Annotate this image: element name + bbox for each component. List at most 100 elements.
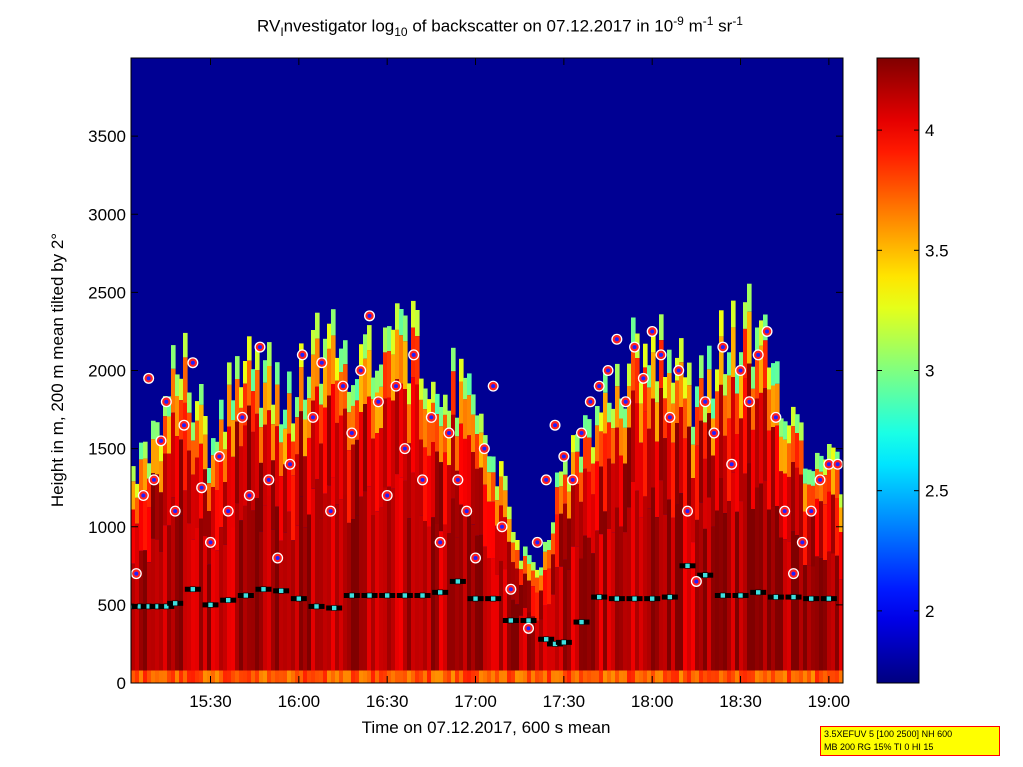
backscatter-cell bbox=[147, 478, 152, 508]
square-marker bbox=[190, 586, 196, 593]
backscatter-cell bbox=[447, 429, 452, 466]
backscatter-cell bbox=[459, 670, 464, 683]
y-tick-label: 2000 bbox=[88, 362, 126, 381]
square-marker bbox=[402, 592, 408, 599]
backscatter-cell bbox=[383, 487, 388, 671]
backscatter-cell bbox=[751, 429, 756, 509]
backscatter-cell bbox=[367, 670, 372, 683]
backscatter-cell bbox=[311, 354, 316, 401]
backscatter-cell bbox=[195, 457, 200, 528]
backscatter-cell bbox=[835, 670, 840, 683]
backscatter-cell bbox=[463, 399, 468, 439]
y-tick-label: 3500 bbox=[88, 127, 126, 146]
backscatter-cell bbox=[587, 419, 592, 438]
circle-marker-center bbox=[570, 477, 575, 482]
backscatter-cell bbox=[263, 424, 268, 506]
backscatter-cell bbox=[679, 493, 684, 671]
backscatter-cell bbox=[375, 392, 380, 434]
backscatter-cell bbox=[255, 370, 260, 414]
x-tick-label: 18:00 bbox=[631, 692, 674, 711]
backscatter-cell bbox=[591, 494, 596, 554]
backscatter-cell bbox=[775, 425, 780, 507]
backscatter-cell bbox=[671, 670, 676, 683]
colorbar-tick-label: 3.5 bbox=[925, 241, 949, 260]
backscatter-cell bbox=[507, 670, 512, 683]
square-marker bbox=[490, 595, 496, 602]
backscatter-cell bbox=[727, 352, 732, 376]
backscatter-cell bbox=[703, 458, 708, 529]
backscatter-cell bbox=[239, 407, 244, 447]
backscatter-cell bbox=[279, 670, 284, 683]
backscatter-cell bbox=[319, 443, 324, 519]
backscatter-cell bbox=[459, 504, 464, 671]
backscatter-cell bbox=[211, 670, 216, 683]
backscatter-cell bbox=[559, 486, 564, 514]
square-marker bbox=[737, 592, 744, 599]
backscatter-cell bbox=[431, 381, 436, 403]
backscatter-cell bbox=[355, 379, 360, 401]
backscatter-cell bbox=[571, 546, 576, 671]
backscatter-cell bbox=[799, 539, 804, 671]
backscatter-cell bbox=[803, 670, 808, 683]
backscatter-cell bbox=[707, 413, 712, 498]
backscatter-cell bbox=[451, 670, 456, 683]
backscatter-cell bbox=[267, 366, 272, 411]
backscatter-cell bbox=[827, 551, 832, 671]
backscatter-cell bbox=[739, 418, 744, 502]
square-marker bbox=[702, 572, 708, 578]
circle-marker-center bbox=[134, 571, 139, 576]
backscatter-cell bbox=[191, 670, 196, 683]
circle-marker-center bbox=[482, 446, 487, 451]
circle-marker-center bbox=[650, 329, 655, 334]
backscatter-cell bbox=[679, 338, 684, 363]
y-tick-label: 3000 bbox=[88, 205, 126, 224]
backscatter-cell bbox=[571, 452, 576, 485]
backscatter-cell bbox=[331, 335, 336, 384]
circle-marker-center bbox=[818, 477, 823, 482]
backscatter-cell bbox=[479, 413, 484, 433]
circle-marker-center bbox=[247, 493, 252, 498]
backscatter-cell bbox=[367, 325, 372, 351]
square-marker bbox=[260, 586, 267, 593]
backscatter-cell bbox=[715, 369, 720, 392]
backscatter-cell bbox=[799, 440, 804, 475]
backscatter-cell bbox=[219, 670, 224, 683]
backscatter-cell bbox=[759, 392, 764, 484]
circle-marker-center bbox=[349, 431, 354, 435]
backscatter-cell bbox=[439, 407, 444, 427]
backscatter-cell bbox=[219, 456, 224, 528]
backscatter-cell bbox=[627, 507, 632, 671]
backscatter-cell bbox=[279, 476, 284, 541]
backscatter-cell bbox=[839, 507, 843, 532]
backscatter-cell bbox=[419, 399, 424, 440]
circle-marker-center bbox=[257, 345, 262, 350]
backscatter-cell bbox=[739, 352, 744, 376]
backscatter-cell bbox=[651, 352, 656, 399]
backscatter-cell bbox=[747, 463, 752, 671]
backscatter-cell bbox=[203, 416, 208, 435]
backscatter-cell bbox=[691, 478, 696, 542]
circle-marker-center bbox=[367, 313, 372, 318]
backscatter-cell bbox=[751, 670, 756, 683]
square-marker bbox=[649, 595, 655, 602]
backscatter-cell bbox=[343, 408, 348, 495]
backscatter-cell bbox=[355, 439, 360, 516]
backscatter-cell bbox=[779, 436, 784, 472]
backscatter-cell bbox=[191, 474, 196, 540]
backscatter-cell bbox=[787, 541, 792, 671]
backscatter-cell bbox=[495, 500, 500, 526]
circle-marker-center bbox=[508, 587, 513, 592]
backscatter-cell bbox=[187, 523, 192, 671]
backscatter-cell bbox=[467, 512, 472, 671]
circle-marker-center bbox=[420, 477, 425, 482]
backscatter-cell bbox=[631, 390, 636, 482]
backscatter-cell bbox=[139, 670, 144, 683]
backscatter-cell bbox=[651, 487, 656, 671]
backscatter-cell bbox=[303, 419, 308, 457]
backscatter-cell bbox=[771, 385, 776, 428]
backscatter-cell bbox=[547, 540, 552, 550]
backscatter-cell bbox=[591, 463, 596, 495]
backscatter-cell bbox=[151, 439, 156, 474]
backscatter-cell bbox=[151, 420, 156, 440]
